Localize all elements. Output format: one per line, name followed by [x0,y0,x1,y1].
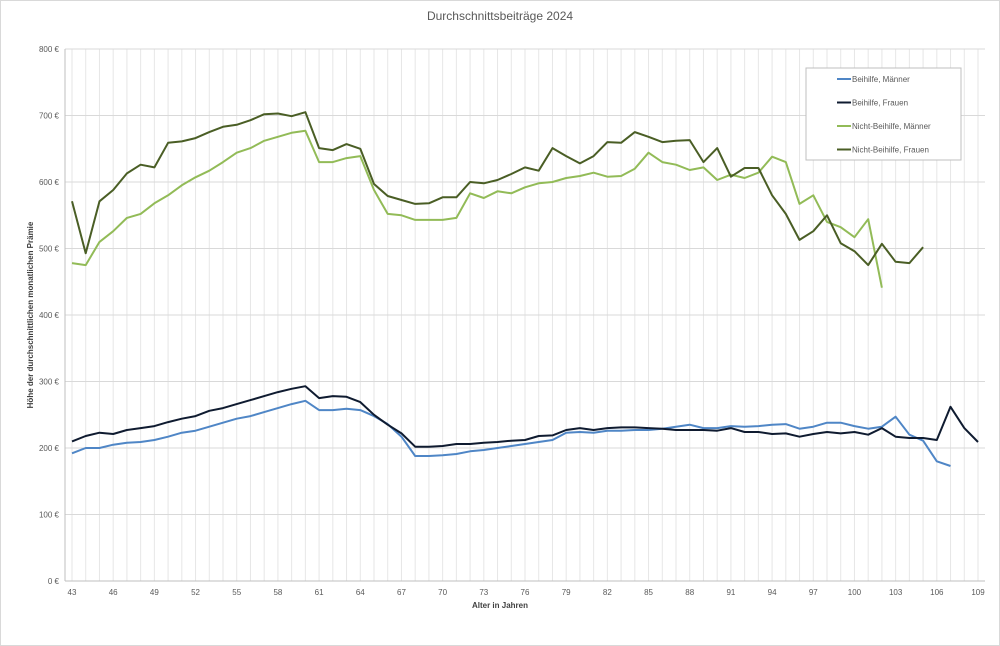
x-tick-label: 73 [479,588,488,597]
series-lines [71,111,979,467]
y-tick-label: 0 € [48,577,60,586]
x-tick-label: 85 [644,588,653,597]
x-axis-label: Alter in Jahren [472,601,528,610]
x-tick-label: 94 [768,588,777,597]
series-line-3 [71,111,924,267]
x-tick-label: 70 [438,588,447,597]
legend-label-2: Nicht-Beihilfe, Männer [852,122,931,131]
y-tick-label: 400 € [39,311,60,320]
x-tick-label: 46 [109,588,118,597]
y-axis-label: Höhe der durchschnittlichen monatlichen … [26,221,35,408]
y-tick-label: 500 € [39,245,60,254]
x-tick-label: 82 [603,588,612,597]
series-line-1 [71,385,979,448]
x-tick-label: 91 [726,588,735,597]
series-line-0 [71,399,951,467]
legend-label-3: Nicht-Beihilfe, Frauen [852,146,929,155]
legend-label-1: Beihilfe, Frauen [852,99,908,108]
x-tick-label: 106 [930,588,944,597]
y-tick-label: 100 € [39,511,60,520]
x-tick-label: 88 [685,588,694,597]
x-tick-label: 103 [889,588,903,597]
legend: Beihilfe, Männer Beihilfe, Frauen Nicht-Be… [805,67,962,161]
y-tick-label: 300 € [39,378,60,387]
x-tick-label: 64 [356,588,365,597]
x-tick-label: 58 [273,588,282,597]
x-tick-label: 67 [397,588,406,597]
y-tick-label: 600 € [39,178,60,187]
x-axis-ticks: 43 46 49 52 55 58 61 64 67 70 73 76 79 82 85 88 91 94 97 10… [68,588,986,597]
y-tick-label: 800 € [39,45,60,54]
y-axis-ticks: 0 € 100 € 200 € 300 € 400 € 500 € 600 € 700 € 80… [39,45,60,586]
x-tick-label: 109 [971,588,985,597]
legend-box [805,67,962,161]
gridlines [65,48,985,582]
x-tick-label: 76 [521,588,530,597]
chart-title: Durchschnittsbeiträge 2024 [427,9,573,23]
x-tick-label: 52 [191,588,200,597]
x-tick-label: 49 [150,588,159,597]
y-tick-label: 200 € [39,444,60,453]
legend-label-0: Beihilfe, Männer [852,75,910,84]
x-tick-label: 100 [848,588,862,597]
x-tick-label: 79 [562,588,571,597]
y-tick-label: 700 € [39,112,60,121]
x-tick-label: 97 [809,588,818,597]
series-line-2 [71,129,883,288]
x-tick-label: 61 [315,588,324,597]
x-tick-label: 43 [68,588,77,597]
x-tick-label: 55 [232,588,241,597]
